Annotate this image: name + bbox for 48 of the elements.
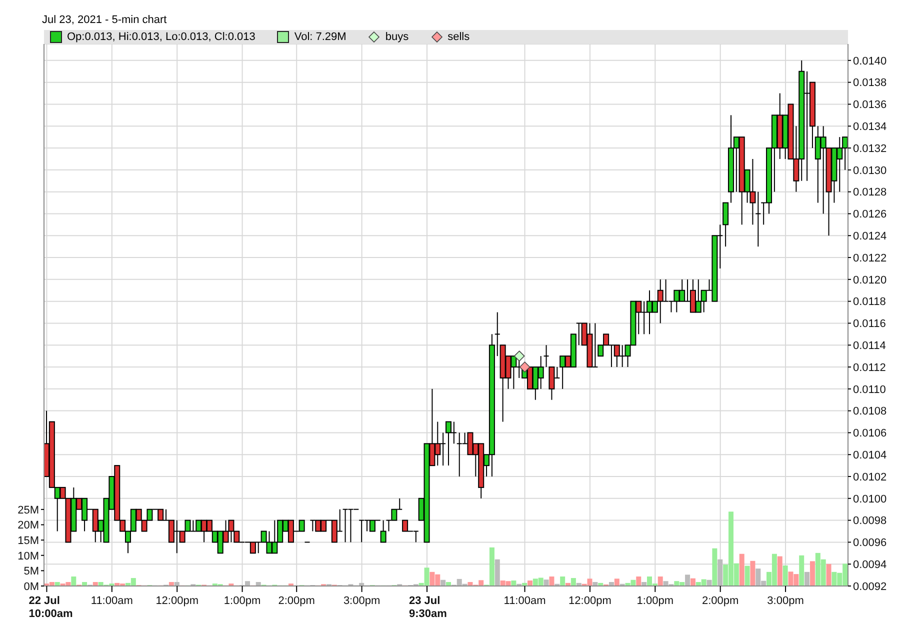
y-tick-label: 0.0136 — [853, 99, 887, 112]
y2-tick-label: 5M — [24, 566, 39, 578]
x-tick-label: 12:00pm — [156, 595, 198, 607]
x-tick-label: 3:00pm — [343, 595, 380, 607]
y2-tick-label: 15M — [18, 534, 39, 547]
y-tick-label: 0.0128 — [853, 186, 887, 199]
y-tick-label: 0.0096 — [853, 537, 887, 550]
y-tick-label: 0.0102 — [853, 471, 887, 484]
y-tick-label: 0.0092 — [853, 580, 887, 593]
y-tick-label: 0.0098 — [853, 515, 887, 528]
chart-subtitle: Jul 23, 2021 - 5-min chart — [41, 13, 168, 28]
y-tick-label: 0.0138 — [853, 77, 887, 90]
x-tick-label: 11:00am — [504, 595, 546, 607]
y-tick-label: 0.0126 — [853, 208, 887, 221]
y-tick-label: 0.0118 — [853, 296, 886, 308]
x-tick-label: 22 Jul 10:00am — [28, 595, 73, 620]
y-tick-label: 0.0122 — [853, 252, 887, 264]
y2-tick-label: 10M — [18, 550, 39, 562]
x-tick-label: 12:00pm — [568, 595, 612, 607]
y-tick-label: 0.0130 — [853, 164, 887, 177]
x-tick-label: 2:00pm — [702, 595, 739, 607]
legend-label: Op:0.013, Hi:0.013, Lo:0.013, Cl:0.013 — [67, 31, 256, 43]
legend-label: buys — [385, 31, 409, 43]
y-tick-label: 0.0110 — [853, 384, 886, 396]
y2-tick-label: 0M — [24, 580, 39, 593]
x-tick-label: 1:00pm — [636, 595, 674, 607]
y-tick-label: 0.0134 — [853, 121, 887, 134]
y-tick-label: 0.0132 — [853, 142, 887, 155]
x-tick-label: 2:00pm — [278, 595, 315, 607]
x-tick-label: 3:00pm — [767, 595, 804, 607]
y-tick-label: 0.0104 — [853, 450, 887, 462]
y2-tick-label: 25M — [18, 504, 39, 516]
legend-label: Vol: 7.29M — [294, 31, 346, 43]
y-tick-label: 0.0094 — [853, 559, 887, 572]
x-tick-label: 23 Jul 9:30am — [408, 595, 448, 620]
x-tick-label: 11:00am — [90, 595, 133, 607]
x-tick-label: 1:00pm — [224, 595, 261, 607]
y-tick-label: 0.0124 — [853, 230, 887, 243]
y-tick-label: 0.0108 — [853, 406, 887, 418]
y2-tick-label: 20M — [18, 520, 39, 532]
legend-label: sells — [448, 31, 470, 43]
y-tick-label: 0.0116 — [853, 318, 886, 330]
y-tick-label: 0.0112 — [853, 362, 886, 374]
y-tick-label: 0.0100 — [853, 493, 887, 506]
y-tick-label: 0.0106 — [853, 428, 887, 440]
y-tick-label: 0.0114 — [853, 340, 886, 352]
y-tick-label: 0.0120 — [853, 274, 887, 286]
y-tick-label: 0.0140 — [853, 55, 887, 68]
